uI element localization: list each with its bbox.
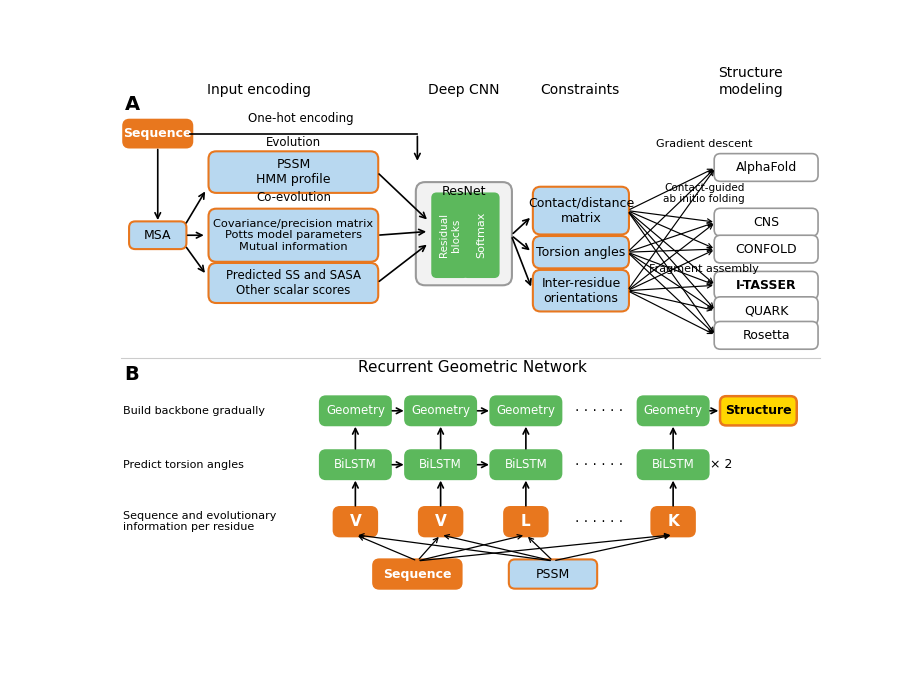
- Text: Input encoding: Input encoding: [206, 83, 310, 97]
- Text: MSA: MSA: [144, 229, 171, 242]
- Text: Deep CNN: Deep CNN: [428, 83, 499, 97]
- Text: B: B: [124, 365, 139, 384]
- Text: Rosetta: Rosetta: [742, 329, 790, 342]
- Text: K: K: [667, 514, 679, 529]
- Text: Sequence: Sequence: [123, 127, 192, 140]
- Text: Evolution: Evolution: [266, 136, 321, 149]
- Text: PSSM
HMM profile: PSSM HMM profile: [256, 158, 331, 186]
- Text: Covariance/precision matrix
Potts model parameters
Mutual information: Covariance/precision matrix Potts model …: [214, 219, 373, 252]
- FancyBboxPatch shape: [333, 507, 377, 536]
- FancyBboxPatch shape: [714, 154, 818, 181]
- FancyBboxPatch shape: [714, 322, 818, 349]
- FancyBboxPatch shape: [405, 396, 476, 425]
- FancyBboxPatch shape: [637, 396, 709, 425]
- FancyBboxPatch shape: [208, 209, 379, 262]
- Text: BiLSTM: BiLSTM: [334, 458, 377, 471]
- Text: I-TASSER: I-TASSER: [736, 279, 797, 292]
- FancyBboxPatch shape: [714, 235, 818, 263]
- Text: Build backbone gradually: Build backbone gradually: [122, 406, 265, 416]
- Text: Geometry: Geometry: [411, 404, 470, 417]
- FancyBboxPatch shape: [637, 450, 709, 479]
- Text: · · · · · ·: · · · · · ·: [576, 458, 624, 472]
- Text: Co-evolution: Co-evolution: [256, 192, 331, 204]
- FancyBboxPatch shape: [720, 396, 797, 425]
- Text: Residual
blocks: Residual blocks: [439, 213, 460, 257]
- Text: V: V: [349, 514, 361, 529]
- FancyBboxPatch shape: [504, 507, 548, 536]
- Text: Softmax: Softmax: [476, 212, 486, 259]
- FancyBboxPatch shape: [320, 450, 391, 479]
- FancyBboxPatch shape: [463, 193, 499, 277]
- Text: V: V: [435, 514, 447, 529]
- FancyBboxPatch shape: [533, 187, 629, 234]
- Text: CONFOLD: CONFOLD: [735, 242, 797, 256]
- Text: Contact-guided
ab initio folding: Contact-guided ab initio folding: [663, 183, 745, 204]
- FancyBboxPatch shape: [714, 209, 818, 236]
- FancyBboxPatch shape: [714, 271, 818, 299]
- FancyBboxPatch shape: [419, 507, 462, 536]
- Text: Structure: Structure: [725, 404, 792, 417]
- FancyBboxPatch shape: [129, 221, 186, 249]
- Text: BiLSTM: BiLSTM: [652, 458, 694, 471]
- Text: Constraints: Constraints: [541, 83, 620, 97]
- FancyBboxPatch shape: [405, 450, 476, 479]
- Text: × 2: × 2: [710, 458, 733, 471]
- Text: One-hot encoding: One-hot encoding: [249, 112, 354, 125]
- Text: Gradient descent: Gradient descent: [656, 139, 752, 150]
- FancyBboxPatch shape: [651, 507, 694, 536]
- Text: AlphaFold: AlphaFold: [736, 161, 797, 174]
- Text: CNS: CNS: [753, 216, 779, 229]
- Text: A: A: [124, 95, 140, 114]
- Text: Fragment assembly: Fragment assembly: [649, 264, 759, 274]
- Text: PSSM: PSSM: [536, 567, 570, 581]
- FancyBboxPatch shape: [490, 396, 562, 425]
- FancyBboxPatch shape: [508, 559, 597, 589]
- Text: Inter-residue
orientations: Inter-residue orientations: [542, 277, 621, 305]
- Text: Sequence and evolutionary
information per residue: Sequence and evolutionary information pe…: [122, 511, 276, 533]
- FancyBboxPatch shape: [432, 193, 468, 277]
- Text: Structure
modeling: Structure modeling: [718, 66, 783, 97]
- FancyBboxPatch shape: [208, 152, 379, 193]
- FancyBboxPatch shape: [123, 120, 192, 148]
- Text: L: L: [521, 514, 530, 529]
- FancyBboxPatch shape: [208, 263, 379, 303]
- Text: Contact/distance
matrix: Contact/distance matrix: [528, 196, 634, 225]
- FancyBboxPatch shape: [533, 236, 629, 268]
- FancyBboxPatch shape: [714, 297, 818, 324]
- FancyBboxPatch shape: [415, 182, 512, 285]
- Text: Geometry: Geometry: [496, 404, 555, 417]
- Text: Geometry: Geometry: [644, 404, 703, 417]
- Text: QUARK: QUARK: [744, 304, 788, 318]
- FancyBboxPatch shape: [533, 270, 629, 311]
- Text: Recurrent Geometric Network: Recurrent Geometric Network: [358, 360, 587, 375]
- Text: Sequence: Sequence: [383, 567, 451, 581]
- Text: · · · · · ·: · · · · · ·: [576, 515, 624, 529]
- FancyBboxPatch shape: [320, 396, 391, 425]
- Text: Predict torsion angles: Predict torsion angles: [122, 460, 244, 470]
- Text: BiLSTM: BiLSTM: [419, 458, 462, 471]
- Text: Geometry: Geometry: [326, 404, 385, 417]
- Text: · · · · · ·: · · · · · ·: [576, 403, 624, 418]
- FancyBboxPatch shape: [490, 450, 562, 479]
- FancyBboxPatch shape: [373, 559, 461, 589]
- Text: Predicted SS and SASA
Other scalar scores: Predicted SS and SASA Other scalar score…: [226, 269, 361, 297]
- Text: ResNet: ResNet: [442, 185, 486, 198]
- Text: Torsion angles: Torsion angles: [536, 246, 625, 259]
- Text: BiLSTM: BiLSTM: [505, 458, 547, 471]
